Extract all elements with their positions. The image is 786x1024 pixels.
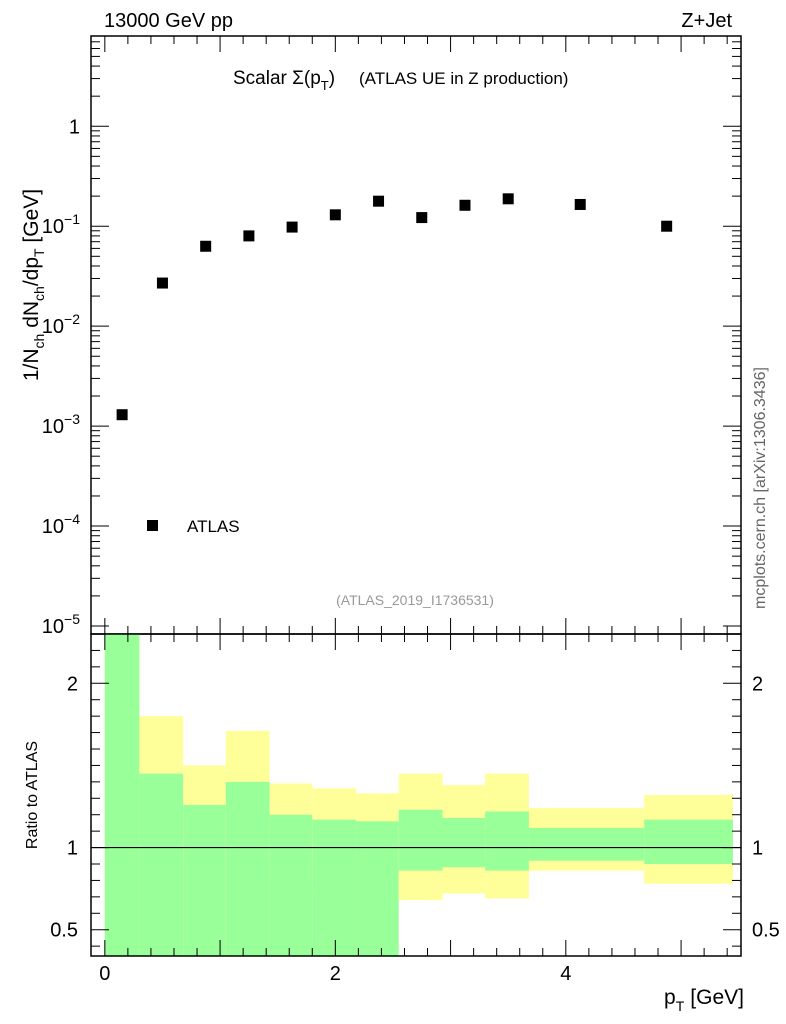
plot-title-suffix: (ATLAS UE in Z production) — [359, 69, 568, 88]
main-frame — [90, 35, 742, 635]
inner-band-bin-2 — [183, 804, 226, 956]
inner-band-bin-4 — [269, 814, 313, 956]
main-ytick-base: 1 — [69, 116, 80, 138]
ratio-plot-panel: 0 2 4 0.5 0.5 1 1 2 2 — [50, 633, 780, 985]
data-point — [329, 209, 341, 221]
main-ytick-base: 10 — [42, 516, 64, 538]
process-label: Z+Jet — [681, 10, 732, 32]
legend-label: ATLAS — [187, 517, 240, 536]
energy-label: 13000 GeV pp — [104, 10, 233, 32]
ratio-ytick-label-right: 1 — [752, 838, 763, 860]
main-ytick-label: 10−2 — [42, 311, 80, 338]
plot-title-sigma: Σ(p — [292, 68, 321, 89]
main-ytick-base: 10 — [42, 416, 64, 438]
main-ytick-label: 10−3 — [42, 411, 80, 438]
main-ytick-exp: −4 — [64, 511, 80, 527]
inner-band-bin-6 — [356, 821, 399, 956]
side-label: mcplots.cern.ch [arXiv:1306.3436] — [752, 367, 769, 609]
inner-band-bin-11 — [644, 819, 733, 864]
x-axis-label: pT [GeV] — [664, 986, 744, 1014]
ratio-ytick-label-left: 2 — [67, 673, 78, 695]
main-ytick-base: 10 — [42, 316, 64, 338]
main-ytick-exp: −2 — [64, 311, 80, 327]
x-tick-label: 0 — [99, 963, 110, 985]
data-point — [502, 193, 514, 205]
ylabel-p3: /dp — [20, 257, 43, 286]
main-ytick-label: 10−5 — [42, 611, 80, 638]
analysis-id: (ATLAS_2019_I1736531) — [336, 592, 494, 608]
ratio-ytick-label-right: 0.5 — [752, 920, 780, 942]
inner-band-bin-9 — [485, 811, 529, 871]
inner-band-bin-8 — [442, 818, 486, 868]
data-point — [200, 240, 212, 252]
data-point — [373, 195, 385, 207]
ratio-ytick-label-left: 0.5 — [50, 920, 78, 942]
x-tick-label: 4 — [560, 963, 571, 985]
plot-title-prefix: Scalar — [233, 68, 292, 89]
main-y-axis-label: 1/Nch dNch/dpT [GeV] — [20, 189, 47, 381]
plot-title-sub: T — [321, 78, 329, 93]
ylabel-s3: T — [31, 248, 47, 257]
inner-band-bin-5 — [312, 819, 357, 956]
data-point — [116, 409, 128, 421]
xlabel-sub: T — [676, 998, 685, 1014]
data-point — [286, 221, 298, 233]
data-point — [459, 199, 471, 211]
main-ytick-exp: −3 — [64, 411, 80, 427]
plot-title: Scalar Σ(pT) — [233, 68, 335, 93]
inner-band-bin-3 — [225, 781, 270, 956]
main-ytick-label: 10−4 — [42, 511, 80, 538]
ratio-frame — [90, 633, 742, 957]
ratio-ytick-label-left: 1 — [67, 838, 78, 860]
ylabel-s1: ch — [31, 334, 47, 349]
xlabel-p: p — [664, 986, 676, 1009]
inner-band-bin-0 — [104, 634, 140, 956]
data-point — [156, 277, 168, 289]
main-plot-panel: 110−110−210−310−410−5 — [42, 35, 742, 638]
main-ytick-base: 10 — [42, 216, 64, 238]
x-tick-label: 2 — [330, 963, 341, 985]
data-point — [416, 212, 428, 224]
inner-band-bin-7 — [398, 809, 443, 871]
main-ytick-base: 10 — [42, 616, 64, 638]
ratio-ytick-label-right: 2 — [752, 673, 763, 695]
legend-marker — [147, 520, 158, 531]
inner-band-bin-1 — [139, 773, 184, 956]
plot-title-close: ) — [329, 68, 335, 89]
ylabel-p4: [GeV] — [20, 189, 43, 249]
main-ytick-label: 10−1 — [42, 211, 80, 238]
inner-band-bin-10 — [528, 827, 645, 861]
xlabel-unit: [GeV] — [690, 986, 744, 1009]
main-ytick-exp: −5 — [64, 611, 80, 627]
main-ytick-label: 1 — [69, 116, 80, 138]
ylabel-s2: ch — [31, 286, 47, 301]
ylabel-p1: 1/N — [20, 348, 43, 381]
data-point — [243, 230, 255, 242]
data-point — [661, 220, 673, 232]
main-ytick-exp: −1 — [64, 211, 80, 227]
ratio-y-axis-label: Ratio to ATLAS — [24, 741, 41, 849]
data-point — [574, 198, 586, 210]
ylabel-p2: dN — [20, 301, 43, 334]
